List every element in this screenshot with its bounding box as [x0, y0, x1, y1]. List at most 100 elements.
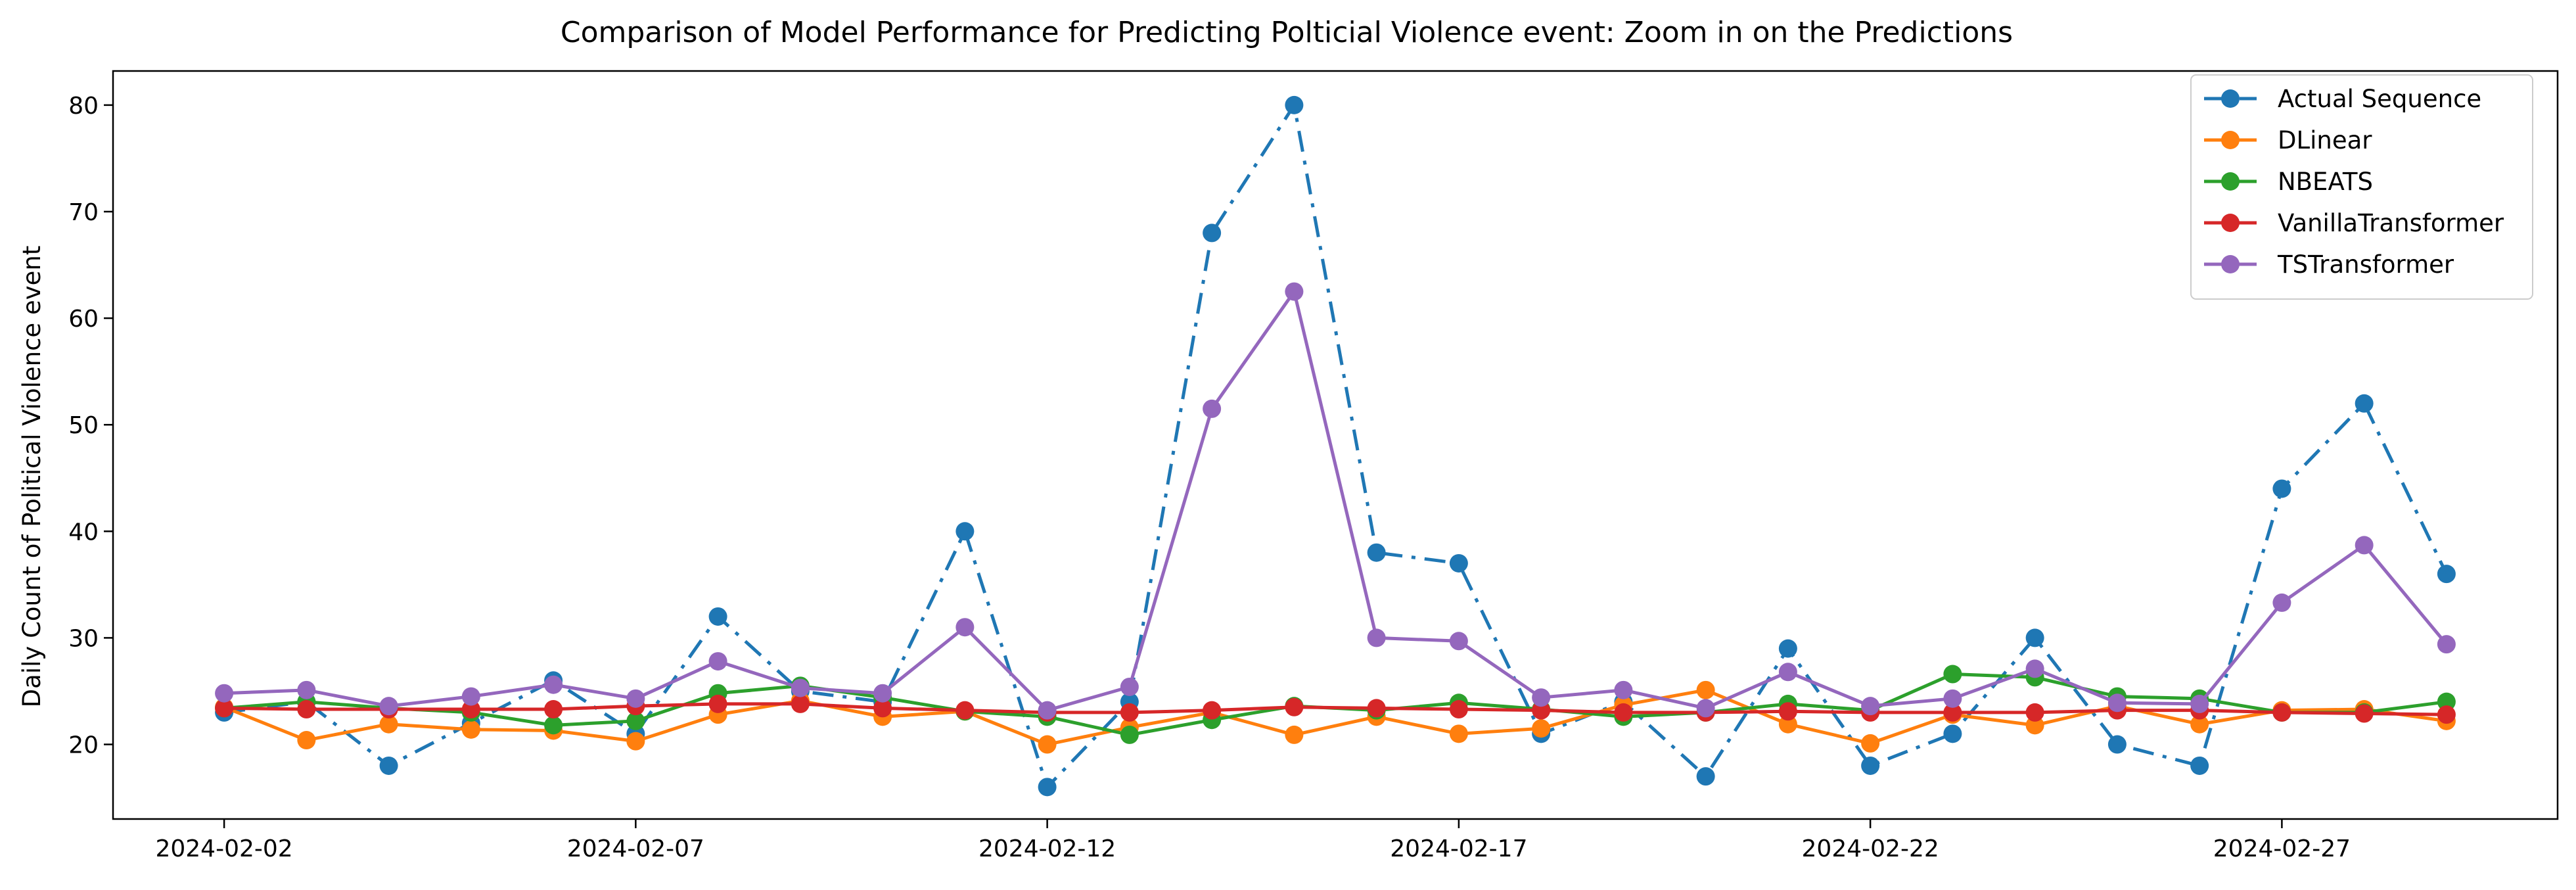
data-point [2355, 394, 2374, 413]
data-point [955, 701, 975, 720]
data-point [2025, 659, 2044, 678]
x-tick-label: 2024-02-22 [1802, 835, 1939, 862]
data-point [1120, 703, 1139, 722]
data-point [1367, 699, 1386, 718]
legend-marker [2221, 131, 2240, 149]
data-point [215, 684, 234, 703]
data-point [2355, 704, 2374, 723]
data-point [1532, 688, 1551, 707]
series-tstransformer [215, 282, 2456, 720]
data-point [1861, 697, 1880, 716]
x-tick-label: 2024-02-27 [2213, 835, 2351, 862]
data-point [1120, 677, 1139, 696]
data-point [1696, 680, 1715, 699]
data-point [2437, 635, 2456, 654]
data-point [2190, 714, 2209, 734]
data-point [1449, 724, 1468, 743]
data-point [1614, 680, 1633, 699]
data-point [2107, 735, 2127, 754]
data-point [1861, 734, 1880, 753]
data-point [1778, 639, 1797, 658]
data-point [708, 652, 727, 671]
data-point [1120, 725, 1139, 744]
data-point [955, 618, 975, 637]
data-point [1861, 756, 1880, 775]
legend-marker [2221, 89, 2240, 108]
legend-marker [2221, 255, 2240, 273]
data-point [1614, 703, 1633, 722]
data-point [1285, 697, 1304, 716]
data-point [626, 689, 645, 708]
data-point [1532, 701, 1551, 720]
data-point [1203, 223, 1222, 243]
series-line [223, 290, 2448, 713]
series-line [224, 702, 2447, 716]
y-tick-label: 30 [68, 625, 99, 652]
data-point [1367, 628, 1386, 647]
data-point [297, 680, 316, 699]
data-point [1203, 399, 1222, 418]
data-point [297, 700, 316, 719]
legend-marker [2221, 214, 2240, 232]
data-point [2025, 628, 2044, 647]
x-tick-label: 2024-02-07 [567, 835, 704, 862]
data-point [1943, 724, 1962, 743]
data-point [626, 732, 645, 751]
data-point [873, 684, 892, 703]
data-point [1449, 553, 1468, 573]
legend-label: NBEATS [2278, 168, 2373, 196]
x-tick-label: 2024-02-17 [1390, 835, 1527, 862]
data-point [1778, 702, 1797, 721]
data-point [461, 700, 480, 719]
data-point [626, 711, 645, 730]
data-point [1285, 725, 1304, 744]
x-tick-label: 2024-02-02 [155, 835, 292, 862]
legend: Actual Sequence DLinear NBEATS VanillaTrans… [2190, 74, 2533, 300]
data-point [2355, 536, 2374, 555]
data-point [2025, 716, 2044, 735]
data-point [955, 522, 975, 541]
legend-label: VanillaTransformer [2278, 209, 2504, 237]
data-point [2107, 693, 2127, 713]
y-tick-label: 40 [68, 519, 99, 546]
legend-marker [2221, 172, 2240, 191]
y-tick-label: 60 [68, 306, 99, 333]
data-point [791, 694, 810, 713]
legend-label: TSTransformer [2277, 250, 2454, 279]
data-point [1449, 632, 1468, 651]
legend-label: DLinear [2278, 126, 2372, 154]
y-tick-label: 80 [68, 93, 99, 120]
legend-box [2190, 74, 2533, 300]
data-point [379, 714, 398, 734]
data-point [2437, 705, 2456, 724]
data-point [2437, 565, 2456, 584]
data-point [791, 678, 810, 697]
data-point [1532, 719, 1551, 738]
series-line [223, 688, 2447, 747]
data-point [379, 756, 398, 775]
series-layer [215, 95, 2456, 797]
data-point [1038, 778, 1057, 797]
data-point [379, 697, 398, 716]
y-tick-label: 70 [68, 199, 99, 226]
data-point [2025, 703, 2044, 722]
chart-title: Comparison of Model Performance for Pred… [561, 16, 2013, 49]
data-point [1038, 701, 1057, 720]
data-point [544, 700, 563, 719]
y-axis-label: Daily Count of Political Violence event [18, 246, 46, 708]
data-point [1696, 699, 1715, 718]
data-point [2272, 593, 2291, 612]
data-point [2437, 692, 2456, 711]
data-point [1285, 282, 1304, 301]
data-point [2190, 694, 2209, 713]
data-point [1943, 703, 1962, 722]
data-point [873, 699, 892, 718]
data-point [544, 675, 563, 694]
data-point [544, 716, 563, 735]
data-point [1367, 543, 1386, 562]
data-point [297, 731, 316, 750]
data-point [1449, 700, 1468, 719]
data-point [461, 687, 480, 706]
data-point [1696, 767, 1715, 786]
